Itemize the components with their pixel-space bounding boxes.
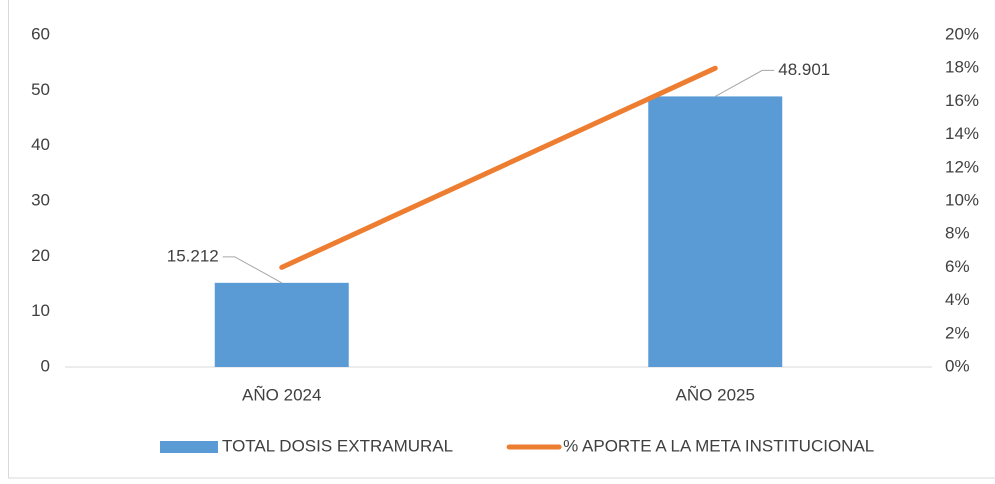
line [279,65,718,270]
bar [648,96,783,368]
x-tick-label: AÑO 2025 [676,385,755,404]
y-tick-label: 10 [31,301,50,320]
y-tick-label: 60 [31,24,50,43]
legend-swatch [160,441,218,453]
legend-label: % APORTE A LA META INSTITUCIONAL [563,436,874,455]
bar [214,282,349,367]
y2-tick-label: 4% [945,290,970,309]
y2-tick-label: 6% [945,257,970,276]
y2-tick-label: 2% [945,323,970,342]
chart-frame [8,0,995,479]
y-tick-label: 40 [31,135,50,154]
legend-label: TOTAL DOSIS EXTRAMURAL [222,436,453,455]
x-tick-label: AÑO 2024 [242,385,321,404]
y2-tick-label: 0% [945,356,970,375]
y2-tick-label: 10% [945,190,979,209]
y2-tick-label: 14% [945,124,979,143]
y2-tick-label: 18% [945,58,979,77]
leader-line [222,256,282,284]
y2-tick-label: 12% [945,157,979,176]
y-tick-label: 50 [31,80,50,99]
y2-tick-label: 20% [945,24,979,43]
y2-tick-label: 16% [945,91,979,110]
y-tick-label: 30 [31,190,50,209]
y2-tick-label: 8% [945,224,970,243]
data-label: 48.901 [778,60,830,79]
y-tick-label: 0 [41,356,50,375]
data-label: 15.212 [167,246,219,265]
leader-line [715,69,775,97]
y-tick-label: 20 [31,246,50,265]
